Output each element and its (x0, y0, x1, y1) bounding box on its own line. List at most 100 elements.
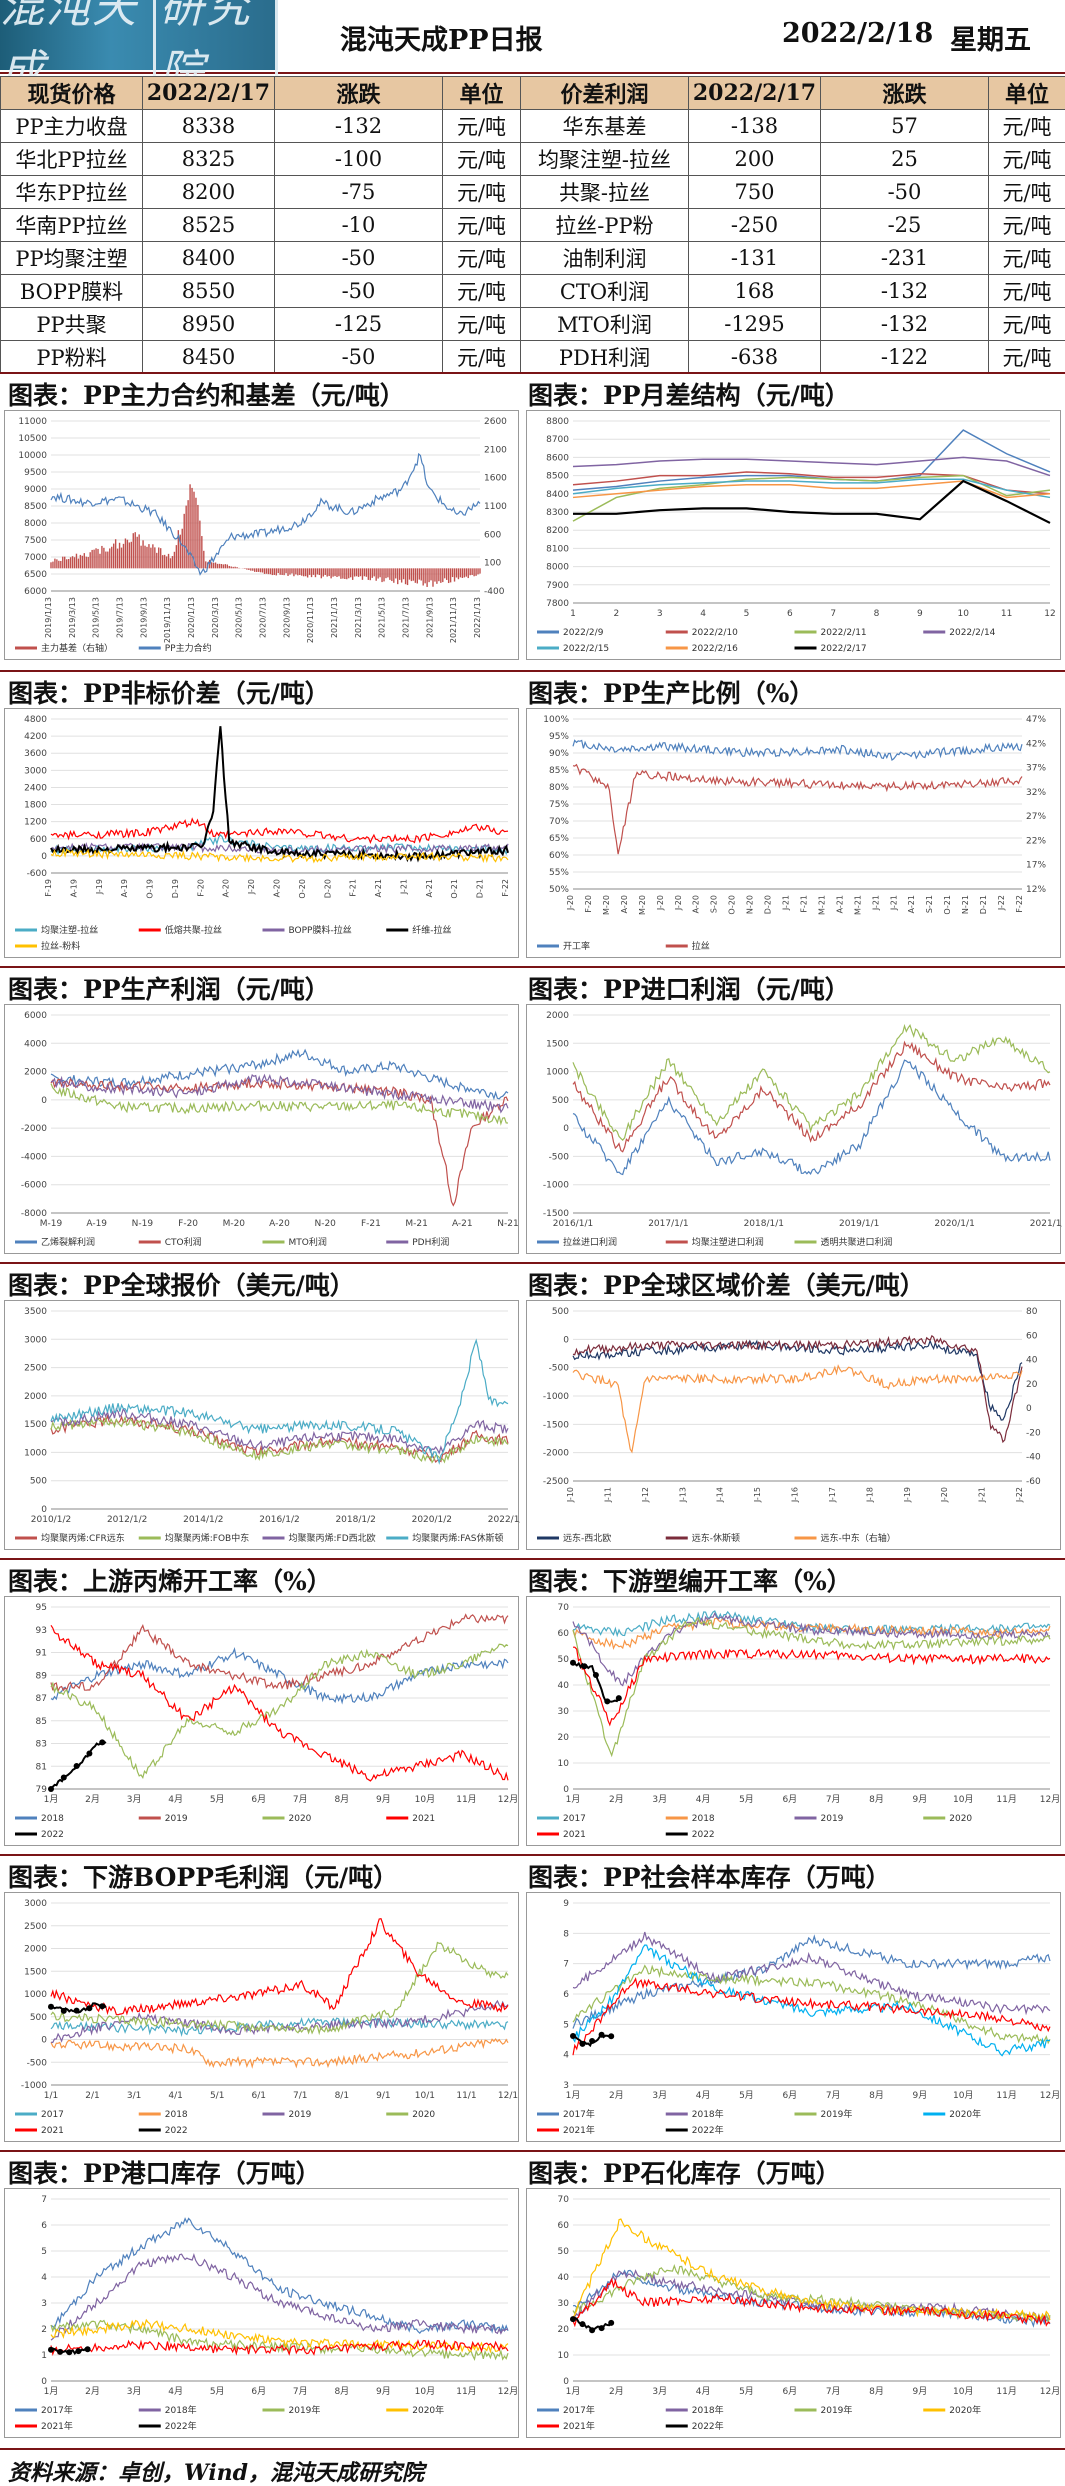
y-tick-label: 6 (563, 1990, 569, 2000)
y-tick-label: -600 (27, 869, 48, 879)
x-tick-label: 2021/1/1 (1030, 1219, 1062, 1229)
y-tick-label: 11000 (18, 417, 47, 427)
series-marker (73, 1763, 80, 1769)
source-footer: 资料来源：卓创，Wind，混沌天成研究院 (0, 2448, 1065, 2486)
series-marker (598, 2325, 605, 2332)
x-tick-label: 9月 (913, 2386, 928, 2397)
x-tick-label: 9月 (376, 1794, 391, 1805)
x-tick-label: O-19 (146, 879, 155, 899)
x-tick-label: J-20 (247, 879, 256, 895)
x-tick-label: A-21 (452, 1219, 473, 1229)
y-tick-label: 40 (558, 2273, 570, 2283)
y-tick-label: 600 (30, 835, 47, 845)
series-line (50, 847, 509, 864)
table-header-row: 现货价格 2022/2/17 涨跌 单位 价差利润 2022/2/17 涨跌 单位 (0, 76, 1065, 110)
table-cell: 2022/2/17 (688, 76, 821, 110)
chart-panel-12: 3 4 5 6 7 8 9 1月 2月 3月 4月 5月 6月 7月 8月 9月 10月 11月 12月 2017年 2… (526, 1892, 1061, 2142)
x-tick-label: J-21 (871, 895, 880, 911)
y-tick-label: 81 (36, 1762, 47, 1772)
table-cell: 168 (688, 274, 821, 308)
y-tick-label: 3500 (24, 1307, 47, 1317)
y-tick-label: 91 (36, 1649, 47, 1659)
chart-panel-2: 7800 7900 8000 8100 8200 8300 8400 8500 8600 8700… (526, 410, 1061, 660)
y-tick-label: 10000 (18, 451, 47, 461)
legend-label: 纤维-拉丝 (412, 924, 451, 936)
x-tick-label: 12 (1044, 609, 1055, 619)
table-cell: -122 (820, 340, 989, 374)
chart-c9: 79 81 83 85 87 89 91 93 95 1月 2月 3月 4月 5月 6月 7月 8月 9月 10月 1… (15, 1603, 518, 1840)
y-tick-label: 8300 (546, 508, 569, 518)
x-tick-label: J-20 (566, 895, 575, 911)
chart-c4: 50% 55% 60% 65% 70% 75% 80% 85% 90% 95% 100% 12% 17%… (537, 715, 1046, 952)
y-tick-label: 8000 (546, 563, 569, 573)
legend-label: 2019 (821, 1814, 844, 1824)
x-tick-label: F-22 (1015, 895, 1024, 913)
legend-label: 2022/2/16 (692, 644, 738, 654)
y-tick-label: 95% (549, 732, 569, 742)
legend-label: 2022年 (692, 2124, 724, 2136)
x-tick-label: 2019/1/13 (44, 597, 53, 638)
y-tick-label: 30 (558, 2299, 570, 2309)
table-cell: 元/吨 (988, 274, 1065, 308)
table-cell: -131 (688, 241, 821, 275)
x-tick-label: 6/1 (251, 2091, 265, 2101)
x-tick-label: 9月 (913, 1794, 928, 1805)
chart-panel-10: 0 10 20 30 40 50 60 70 1月 2月 3月 4月 5月 6月 7月 8月 9月 10月 11月 1… (526, 1596, 1061, 1846)
y2-tick-label: 27% (1026, 812, 1046, 822)
y-tick-label: 9000 (24, 485, 47, 495)
series-line (50, 1073, 509, 1114)
y-tick-label: 70 (558, 2195, 570, 2205)
x-tick-label: 4 (700, 609, 706, 619)
x-tick-label: 2月 (85, 1794, 100, 1805)
y-tick-label: 3000 (24, 1335, 47, 1345)
y-tick-label: 10 (558, 1759, 570, 1769)
table-cell: CTO利润 (520, 274, 689, 308)
y-tick-label: 60% (549, 851, 569, 861)
y-tick-label: 2000 (24, 1945, 47, 1955)
y2-tick-label: 47% (1026, 715, 1046, 725)
y-tick-label: -500 (549, 1152, 570, 1162)
y-tick-label: 1500 (24, 1967, 47, 1977)
x-tick-label: 9月 (913, 2090, 928, 2101)
y-tick-label: 85 (36, 1717, 47, 1727)
x-tick-label: 1月 (566, 2386, 581, 2397)
x-tick-label: 2020/11/13 (306, 597, 315, 643)
y2-tick-label: 2600 (484, 417, 507, 427)
y-tick-label: 0 (41, 1096, 47, 1106)
table-cell: 8550 (142, 274, 275, 308)
price-table: 现货价格 2022/2/17 涨跌 单位 价差利润 2022/2/17 涨跌 单位 PP主力收盘… (0, 76, 1065, 374)
y-tick-label: 100% (543, 715, 569, 725)
x-tick-label: J-15 (753, 1487, 762, 1503)
y-tick-label: 93 (36, 1626, 47, 1636)
legend-label: 主力基差（右轴） (41, 642, 113, 654)
x-tick-label: F-20 (196, 879, 205, 897)
table-cell: 8325 (142, 142, 275, 176)
x-tick-label: 9/1 (376, 2091, 390, 2101)
x-tick-label: 2020/1/13 (187, 597, 196, 638)
y-tick-label: 6000 (24, 1011, 47, 1021)
table-cell: 现货价格 (0, 76, 143, 110)
y-tick-label: 70 (558, 1603, 570, 1613)
y-tick-label: 0 (41, 2036, 47, 2046)
y-tick-label: 5 (563, 2020, 569, 2030)
y-tick-label: 0 (41, 1505, 47, 1515)
chart-title-12: 图表：PP社会样本库存（万吨） (528, 1863, 891, 1892)
x-tick-label: 2017/1/1 (648, 1219, 688, 1229)
series-marker (608, 2319, 615, 2326)
chart-title-5: 图表：PP生产利润（元/吨） (8, 975, 330, 1004)
table-cell: PP共聚 (0, 307, 143, 341)
y2-tick-label: 1600 (484, 474, 507, 484)
series-line (50, 1415, 509, 1464)
x-tick-label: O-21 (450, 879, 459, 899)
table-cell: -100 (274, 142, 443, 176)
y-tick-label: 20 (558, 2325, 570, 2335)
series-marker (581, 1663, 588, 1670)
x-tick-label: 12月 (1040, 1794, 1060, 1805)
x-tick-label: J-20 (940, 1487, 949, 1503)
series-line (50, 1624, 509, 1782)
legend-label: 2020 (289, 1814, 312, 1824)
table-cell: -10 (274, 208, 443, 242)
y-tick-label: 6 (41, 2221, 47, 2231)
series-marker (570, 2316, 576, 2323)
series-marker (579, 2040, 586, 2047)
